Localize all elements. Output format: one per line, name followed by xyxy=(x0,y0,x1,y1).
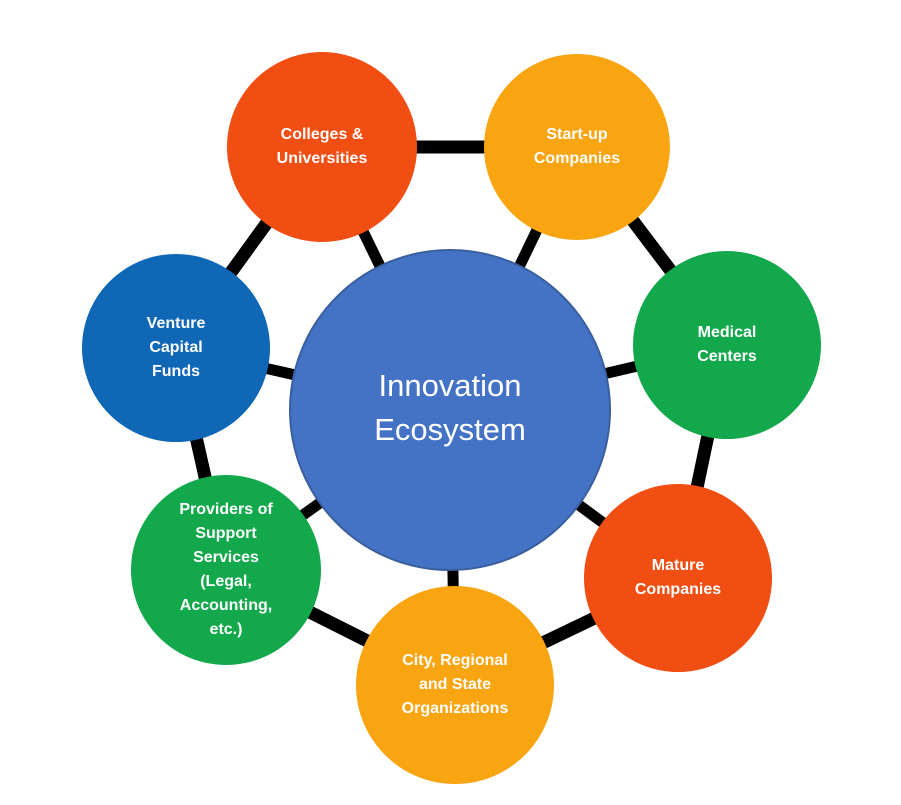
node-label-line: Organizations xyxy=(402,700,509,717)
node-mature-companies: Mature Companies xyxy=(584,484,772,672)
node-label-line: Providers of xyxy=(179,501,273,518)
node-colleges-universities: Colleges & Universities xyxy=(227,52,417,242)
node-circle xyxy=(584,484,772,672)
node-label-line: City, Regional xyxy=(402,652,508,669)
node-label-line: Colleges & xyxy=(281,126,364,143)
node-providers-of-support-services: Providers of Support Services (Legal, Accoun… xyxy=(131,475,321,665)
node-label: Providers of Support Services (Legal, Accoun… xyxy=(179,501,273,638)
node-label: City, Regional and State Organizations xyxy=(402,652,509,717)
center-label: Innovation Ecosystem xyxy=(374,368,526,447)
center-label-line: Innovation xyxy=(378,368,521,403)
node-label-line: Companies xyxy=(635,581,721,598)
node-label-line: (Legal, xyxy=(200,573,252,590)
node-label-line: Companies xyxy=(534,150,620,167)
node-medical-centers: Medical Centers xyxy=(633,251,821,439)
node-start-up-companies: Start-up Companies xyxy=(484,54,670,240)
center-label-line: Ecosystem xyxy=(374,412,526,447)
node-label-line: Accounting, xyxy=(180,597,272,614)
node-label: Mature Companies xyxy=(635,557,721,598)
node-circle xyxy=(484,54,670,240)
node-label-line: Services xyxy=(193,549,259,566)
node-circle xyxy=(633,251,821,439)
node-circle xyxy=(82,254,270,442)
node-label-line: and State xyxy=(419,676,491,693)
node-label-line: Universities xyxy=(277,150,368,167)
node-label-line: Funds xyxy=(152,363,200,380)
node-circle xyxy=(356,586,554,784)
node-label-line: Support xyxy=(195,525,257,542)
node-label-line: Venture xyxy=(147,315,206,332)
node-label: Venture Capital Funds xyxy=(147,315,206,380)
node-label-line: etc.) xyxy=(210,621,243,638)
node-city-regional-state-organizations: City, Regional and State Organizations xyxy=(356,586,554,784)
node-label: Colleges & Universities xyxy=(277,126,368,167)
node-circle xyxy=(131,475,321,665)
node-label: Start-up Companies xyxy=(534,126,620,167)
node-circle xyxy=(227,52,417,242)
node-label-line: Start-up xyxy=(546,126,608,143)
center-circle xyxy=(289,249,611,571)
center-node: Innovation Ecosystem xyxy=(289,249,611,571)
node-label-line: Mature xyxy=(652,557,705,574)
node-label-line: Medical xyxy=(698,324,757,341)
node-label: Medical Centers xyxy=(697,324,757,365)
node-venture-capital-funds: Venture Capital Funds xyxy=(82,254,270,442)
node-label-line: Centers xyxy=(697,348,757,365)
node-label-line: Capital xyxy=(149,339,202,356)
